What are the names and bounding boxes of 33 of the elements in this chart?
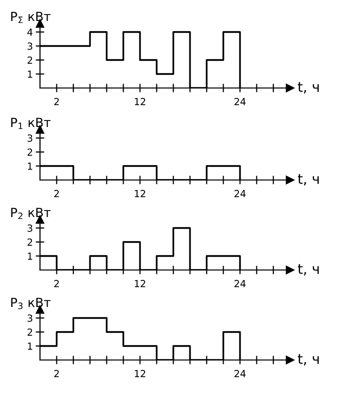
x-tick-label: 12	[134, 370, 146, 378]
y-tick-label: 1	[28, 252, 32, 260]
x-tick-label: 2	[54, 280, 59, 288]
x-axis-title: t, ч	[298, 82, 319, 94]
y-tick-label: 1	[28, 342, 32, 350]
y-tick-label: 3	[28, 134, 32, 142]
x-tick-label: 24	[234, 190, 246, 198]
x-tick-label: 12	[134, 98, 146, 106]
x-tick-label: 12	[134, 190, 146, 198]
y-tick-label: 2	[28, 56, 32, 64]
y-tick-label: 2	[28, 328, 32, 336]
x-tick-label: 2	[54, 370, 59, 378]
y-tick-label: 2	[28, 238, 32, 246]
x-tick-label: 2	[54, 98, 59, 106]
x-tick-label: 24	[234, 98, 246, 106]
x-tick-label: 2	[54, 190, 59, 198]
x-tick-label: 24	[234, 370, 246, 378]
y-tick-label: 1	[28, 70, 32, 78]
x-axis-title: t, ч	[298, 174, 319, 186]
y-tick-label: 3	[28, 42, 32, 50]
y-tick-label: 1	[28, 162, 32, 170]
x-tick-label: 12	[134, 280, 146, 288]
y-axis-title: P$_{3}$ кВт	[11, 298, 51, 310]
x-axis-title: t, ч	[298, 264, 319, 276]
y-axis-title: P$_{Σ}$ кВт	[11, 12, 51, 24]
y-tick-label: 3	[28, 314, 32, 322]
x-axis-title: t, ч	[298, 354, 319, 366]
y-tick-label: 2	[28, 148, 32, 156]
y-axis-title: P$_{2}$ кВт	[11, 208, 51, 220]
x-tick-label: 24	[234, 280, 246, 288]
y-axis-title: P$_{1}$ кВт	[11, 118, 51, 130]
y-tick-label: 4	[27, 28, 33, 36]
y-tick-label: 3	[28, 224, 32, 232]
